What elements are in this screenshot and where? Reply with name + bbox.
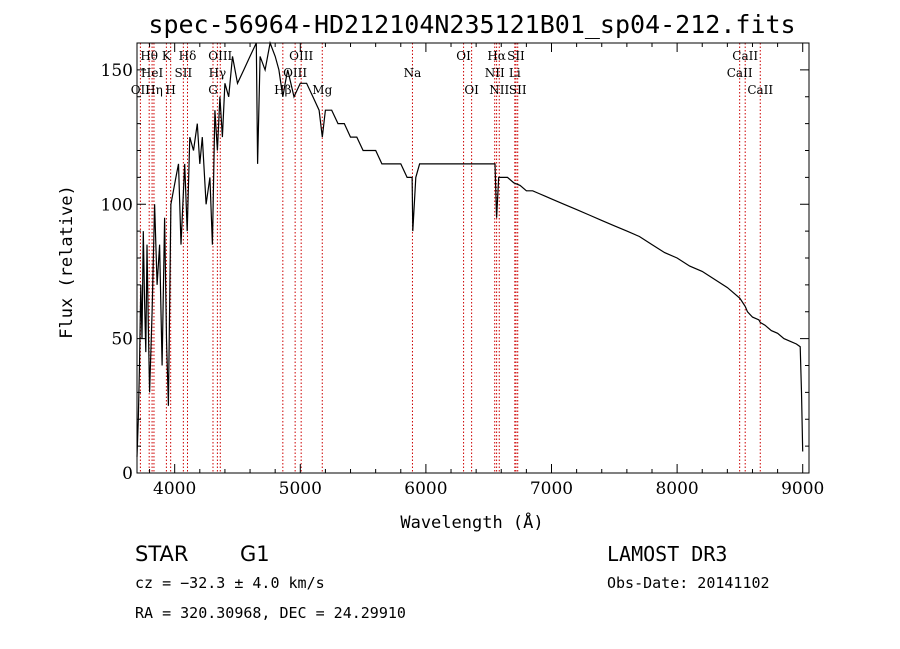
line-label-24: CaII <box>732 49 758 63</box>
y-tick-label-0: 0 <box>122 464 133 484</box>
line-label-4: Hη <box>145 83 163 97</box>
line-label-10: G <box>208 83 218 97</box>
survey-name: LAMOST DR3 <box>607 542 727 566</box>
redshift-info: cz = −32.3 ± 4.0 km/s <box>135 574 325 592</box>
line-label-16: OI <box>456 49 471 63</box>
line-label-9: Hγ <box>209 66 227 80</box>
subclass: G1 <box>240 542 270 566</box>
y-axis-ticks: 0 50 100 150 <box>101 42 809 484</box>
line-label-20: NII <box>489 83 509 97</box>
line-label-2: HeI <box>141 66 164 80</box>
line-label-12: OIII <box>289 49 313 63</box>
line-label-7: SII <box>174 66 192 80</box>
line-label-26: CaII <box>747 83 773 97</box>
chart-title: spec-56964-HD212104N235121B01_sp04-212.f… <box>148 10 795 39</box>
y-tick-label-1: 50 <box>111 330 133 350</box>
line-label-0: Hθ <box>140 49 158 63</box>
line-label-23: SII <box>509 83 527 97</box>
x-tick-label-4: 8000 <box>655 479 698 499</box>
x-axis-ticks: 4000 5000 6000 7000 8000 9000 <box>149 43 824 499</box>
object-type: STAR <box>135 542 188 566</box>
spectrum-series-line <box>136 40 804 457</box>
y-axis-label: Flux (relative) <box>57 185 77 339</box>
line-label-6: Hδ <box>179 49 197 63</box>
line-label-15: Na <box>404 66 422 80</box>
x-tick-label-5: 9000 <box>781 479 824 499</box>
x-tick-label-3: 7000 <box>530 479 573 499</box>
line-label-22: Li <box>509 66 521 80</box>
line-label-3: K <box>162 49 172 63</box>
line-label-25: CaII <box>727 66 753 80</box>
spectral-line-markers <box>139 43 761 473</box>
x-axis-label: Wavelength (Å) <box>400 511 543 533</box>
line-label-21: SII <box>507 49 525 63</box>
x-tick-label-2: 6000 <box>404 479 447 499</box>
x-tick-label-0: 4000 <box>153 479 196 499</box>
line-label-18: Hα <box>487 49 506 63</box>
y-tick-label-2: 100 <box>101 195 133 215</box>
line-label-14: Mg <box>312 83 332 97</box>
coordinates: RA = 320.30968, DEC = 24.29910 <box>135 604 406 622</box>
line-label-11: Hβ <box>274 83 291 97</box>
line-label-19: NII <box>485 66 505 80</box>
line-label-5: H <box>165 83 175 97</box>
plot-frame <box>136 42 810 474</box>
obs-date: Obs-Date: 20141102 <box>607 574 770 592</box>
x-tick-label-1: 5000 <box>279 479 322 499</box>
line-label-17: OI <box>464 83 479 97</box>
line-label-8: OIII <box>208 49 232 63</box>
y-tick-label-3: 150 <box>101 61 133 81</box>
line-label-1: OII <box>131 83 151 97</box>
